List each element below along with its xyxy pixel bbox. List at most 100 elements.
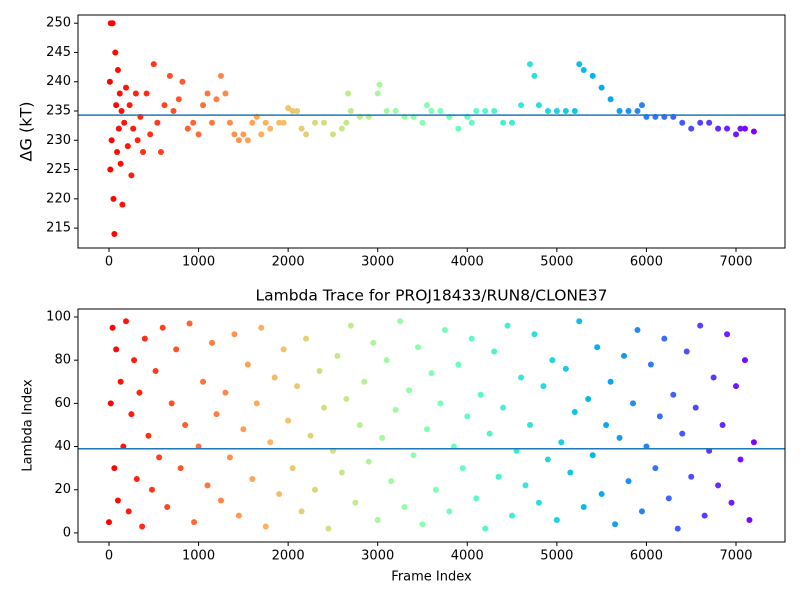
point — [473, 108, 480, 115]
point — [116, 90, 123, 97]
point — [455, 361, 462, 368]
y-tick-label: 0 — [63, 525, 71, 540]
point — [495, 473, 502, 480]
point — [540, 383, 547, 390]
point — [388, 478, 395, 485]
y-axis-label: Lambda Index — [21, 379, 36, 472]
point — [374, 516, 381, 523]
point — [147, 131, 154, 138]
point — [258, 131, 265, 138]
y-tick-label: 20 — [54, 482, 71, 497]
point — [139, 523, 146, 530]
point — [576, 318, 583, 325]
point — [136, 389, 143, 396]
point — [688, 125, 695, 132]
point — [154, 119, 161, 126]
point — [173, 346, 180, 353]
point — [589, 72, 596, 79]
point — [652, 465, 659, 472]
point — [500, 119, 507, 126]
point — [184, 125, 191, 132]
point — [459, 465, 466, 472]
x-axis-label: Frame Index — [391, 570, 472, 585]
point — [343, 396, 350, 403]
point — [750, 439, 757, 446]
point — [625, 478, 632, 485]
point — [191, 519, 198, 526]
point — [109, 20, 116, 27]
point — [715, 125, 722, 132]
point — [150, 61, 157, 68]
y-tick-label: 230 — [46, 133, 71, 148]
point — [746, 516, 753, 523]
point — [338, 469, 345, 476]
point — [594, 344, 601, 351]
point — [113, 346, 120, 353]
point — [697, 322, 704, 329]
point — [276, 491, 283, 498]
point — [728, 499, 735, 506]
point — [298, 125, 305, 132]
point — [170, 108, 177, 115]
point — [329, 131, 336, 138]
point — [504, 322, 511, 329]
point — [334, 352, 341, 359]
x-tick-label: 2000 — [272, 549, 305, 564]
point — [320, 404, 327, 411]
point — [235, 512, 242, 519]
point — [262, 119, 269, 126]
point — [468, 119, 475, 126]
point — [437, 108, 444, 115]
point — [634, 326, 641, 333]
point — [553, 516, 560, 523]
point — [423, 102, 430, 109]
point — [347, 322, 354, 329]
point — [392, 406, 399, 413]
point — [213, 411, 220, 418]
point — [509, 512, 516, 519]
point — [432, 486, 439, 493]
point — [616, 108, 623, 115]
point — [634, 108, 641, 115]
point — [325, 525, 332, 532]
x-tick-label: 0 — [105, 255, 113, 270]
point — [679, 119, 686, 126]
point — [190, 119, 197, 126]
point — [209, 339, 216, 346]
point — [482, 525, 489, 532]
point — [320, 119, 327, 126]
x-tick-label: 0 — [105, 549, 113, 564]
point — [124, 143, 131, 150]
point — [140, 148, 147, 155]
x-tick-label: 4000 — [451, 549, 484, 564]
point — [580, 67, 587, 74]
point — [464, 413, 471, 420]
point — [665, 495, 672, 502]
point — [179, 78, 186, 85]
point — [370, 339, 377, 346]
point — [733, 131, 740, 138]
point — [419, 119, 426, 126]
y-tick-label: 225 — [46, 162, 71, 177]
y-tick-label: 100 — [46, 309, 71, 324]
axes-frame — [77, 308, 786, 543]
point — [674, 525, 681, 532]
point — [603, 421, 610, 428]
point — [186, 320, 193, 327]
point — [500, 404, 507, 411]
point — [571, 108, 578, 115]
point — [715, 482, 722, 489]
point — [152, 367, 159, 374]
point — [271, 374, 278, 381]
point — [244, 361, 251, 368]
point — [113, 102, 120, 109]
point — [531, 331, 538, 338]
point — [280, 119, 287, 126]
point — [616, 434, 623, 441]
point — [437, 400, 444, 407]
point — [625, 108, 632, 115]
point — [289, 465, 296, 472]
point — [119, 201, 126, 208]
point — [312, 119, 319, 126]
point — [401, 504, 408, 511]
